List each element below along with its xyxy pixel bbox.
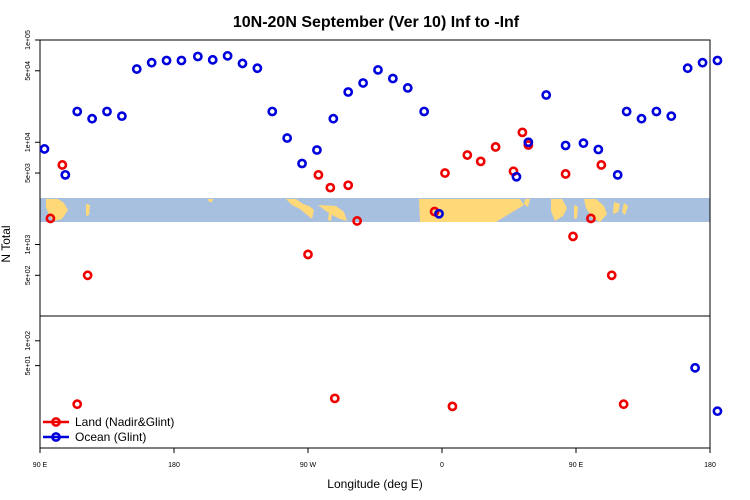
land-point-14 — [475, 156, 486, 167]
y-upper-tick-label-3: 1e+04 — [25, 132, 32, 152]
ocean-point-39 — [697, 57, 708, 68]
ocean-point-41 — [712, 406, 723, 417]
land-point-9 — [352, 216, 363, 226]
legend: Land (Nadir&Glint) Ocean (Glint) — [43, 415, 174, 444]
legend-marker-ocean — [51, 432, 61, 442]
legend-label-ocean: Ocean (Glint) — [75, 430, 146, 444]
lower-plot-panel — [39, 315, 711, 449]
ocean-point-8 — [161, 55, 172, 66]
y-lower-tick-label-1: 1e+02 — [25, 331, 32, 351]
ocean-point-38 — [682, 63, 693, 74]
land-point-11 — [440, 168, 450, 178]
ocean-point-12 — [222, 50, 233, 61]
series-ocean-points — [39, 50, 723, 417]
ocean-point-29 — [541, 90, 552, 100]
ocean-point-28 — [523, 137, 534, 148]
ocean-point-6 — [131, 64, 142, 74]
x-axis-label: Longitude (deg E) — [327, 477, 422, 491]
y-axis-lower: 5e+01 1e+02 — [25, 331, 40, 376]
y-upper-tick-label-1: 1e+03 — [25, 235, 32, 255]
x-tick-label-3: 0 — [440, 462, 444, 469]
ocean-point-33 — [612, 169, 623, 180]
ocean-point-31 — [578, 138, 589, 149]
ocean-point-22 — [373, 65, 383, 75]
land-point-2 — [72, 399, 83, 410]
ocean-point-37 — [666, 111, 677, 122]
ocean-point-35 — [636, 113, 647, 124]
ocean-point-7 — [146, 57, 157, 68]
ocean-point-24 — [402, 83, 413, 93]
chart-title: 10N-20N September (Ver 10) Inf to -Inf — [233, 14, 520, 31]
ocean-point-2 — [72, 106, 83, 117]
y-lower-tick-label-0: 5e+01 — [25, 356, 32, 376]
y-upper-tick-label-4: 5e+04 — [25, 61, 32, 81]
ocean-point-34 — [621, 106, 632, 117]
ocean-point-18 — [312, 145, 322, 155]
ocean-point-25 — [419, 106, 430, 117]
map-ocean-band — [40, 198, 710, 222]
ocean-point-0 — [39, 144, 50, 154]
land-point-20 — [568, 231, 578, 242]
background-world-map-strip — [40, 198, 710, 222]
ocean-point-9 — [176, 55, 187, 66]
ocean-point-26 — [434, 208, 444, 219]
ocean-point-23 — [387, 73, 398, 84]
y-upper-tick-label-0: 5e+02 — [25, 265, 32, 285]
ocean-point-30 — [560, 140, 571, 151]
ocean-point-36 — [651, 106, 662, 117]
legend-marker-land — [51, 417, 61, 427]
ocean-point-14 — [252, 63, 263, 74]
x-tick-label-0: 90 E — [33, 462, 48, 469]
ocean-point-11 — [207, 54, 218, 65]
land-point-24 — [618, 399, 629, 410]
land-point-15 — [490, 142, 501, 152]
land-point-13 — [462, 150, 473, 160]
ocean-point-42 — [690, 362, 701, 373]
land-point-23 — [606, 270, 617, 281]
ocean-point-17 — [297, 158, 307, 169]
land-point-21 — [585, 213, 596, 224]
map-land-masses — [46, 199, 628, 222]
x-axis: 90 E 180 90 W 0 90 E 180 — [33, 448, 716, 469]
y-axis-upper: 5e+02 1e+03 5e+03 1e+04 5e+04 1e+05 — [25, 30, 40, 285]
ocean-point-13 — [237, 58, 248, 69]
ocean-point-27 — [511, 171, 522, 182]
x-tick-label-4: 90 E — [569, 462, 584, 469]
y-upper-tick-label-2: 5e+03 — [25, 163, 32, 183]
ocean-point-20 — [343, 87, 354, 97]
land-point-0 — [45, 213, 56, 224]
series-land-points — [45, 127, 629, 412]
ocean-point-10 — [192, 51, 203, 62]
ocean-point-32 — [593, 144, 604, 155]
ocean-point-1 — [60, 169, 71, 180]
land-point-17 — [517, 127, 528, 138]
legend-label-land: Land (Nadir&Glint) — [75, 415, 174, 429]
y-axis-label: N Total — [0, 225, 13, 262]
y-upper-tick-label-5: 1e+05 — [25, 30, 32, 50]
land-point-6 — [325, 182, 336, 193]
x-tick-label-5: 180 — [704, 462, 716, 469]
land-point-3 — [82, 270, 93, 281]
x-tick-label-1: 180 — [168, 462, 180, 469]
ocean-point-40 — [712, 55, 723, 66]
ocean-point-21 — [358, 78, 368, 88]
ocean-point-16 — [282, 133, 293, 143]
land-point-8 — [343, 180, 354, 191]
ocean-point-3 — [87, 113, 98, 124]
land-point-22 — [596, 160, 607, 170]
ocean-point-19 — [328, 113, 339, 124]
land-point-5 — [313, 169, 324, 180]
x-tick-label-2: 90 W — [300, 462, 317, 469]
land-point-7 — [329, 393, 340, 404]
land-point-19 — [560, 169, 571, 179]
land-point-1 — [57, 160, 68, 170]
ocean-point-4 — [102, 106, 112, 117]
ocean-point-5 — [116, 111, 127, 122]
land-point-12 — [447, 401, 458, 412]
land-point-4 — [303, 249, 313, 260]
ocean-point-15 — [267, 106, 278, 117]
